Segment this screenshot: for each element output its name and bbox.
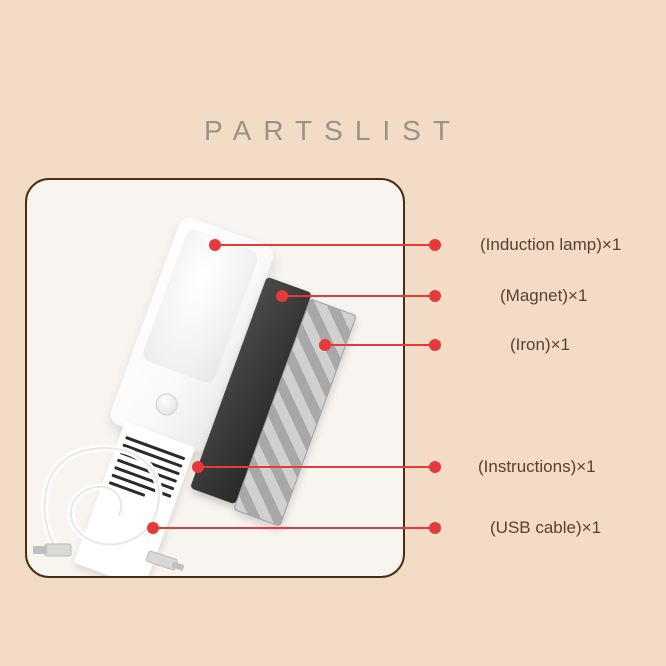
callout-leader-line	[198, 466, 435, 468]
page-title: PARTSLIST	[0, 115, 666, 147]
part-label-instructions: (Instructions)×1	[478, 457, 596, 477]
callout-end-dot	[429, 290, 441, 302]
callout-leader-line	[282, 295, 435, 297]
callout-end-dot	[429, 239, 441, 251]
part-label-usb-cable: (USB cable)×1	[490, 518, 601, 538]
part-label-iron: (Iron)×1	[510, 335, 570, 355]
part-label-induction-lamp: (Induction lamp)×1	[480, 235, 621, 255]
callout-end-dot	[429, 522, 441, 534]
callout-end-dot	[429, 339, 441, 351]
part-label-magnet: (Magnet)×1	[500, 286, 587, 306]
lamp-sensor	[153, 390, 181, 418]
product-photo-frame	[25, 178, 405, 578]
usb-cable-illustration	[27, 420, 197, 578]
callout-leader-line	[325, 344, 435, 346]
callout-end-dot	[429, 461, 441, 473]
callout-leader-line	[153, 527, 435, 529]
callout-leader-line	[215, 244, 435, 246]
